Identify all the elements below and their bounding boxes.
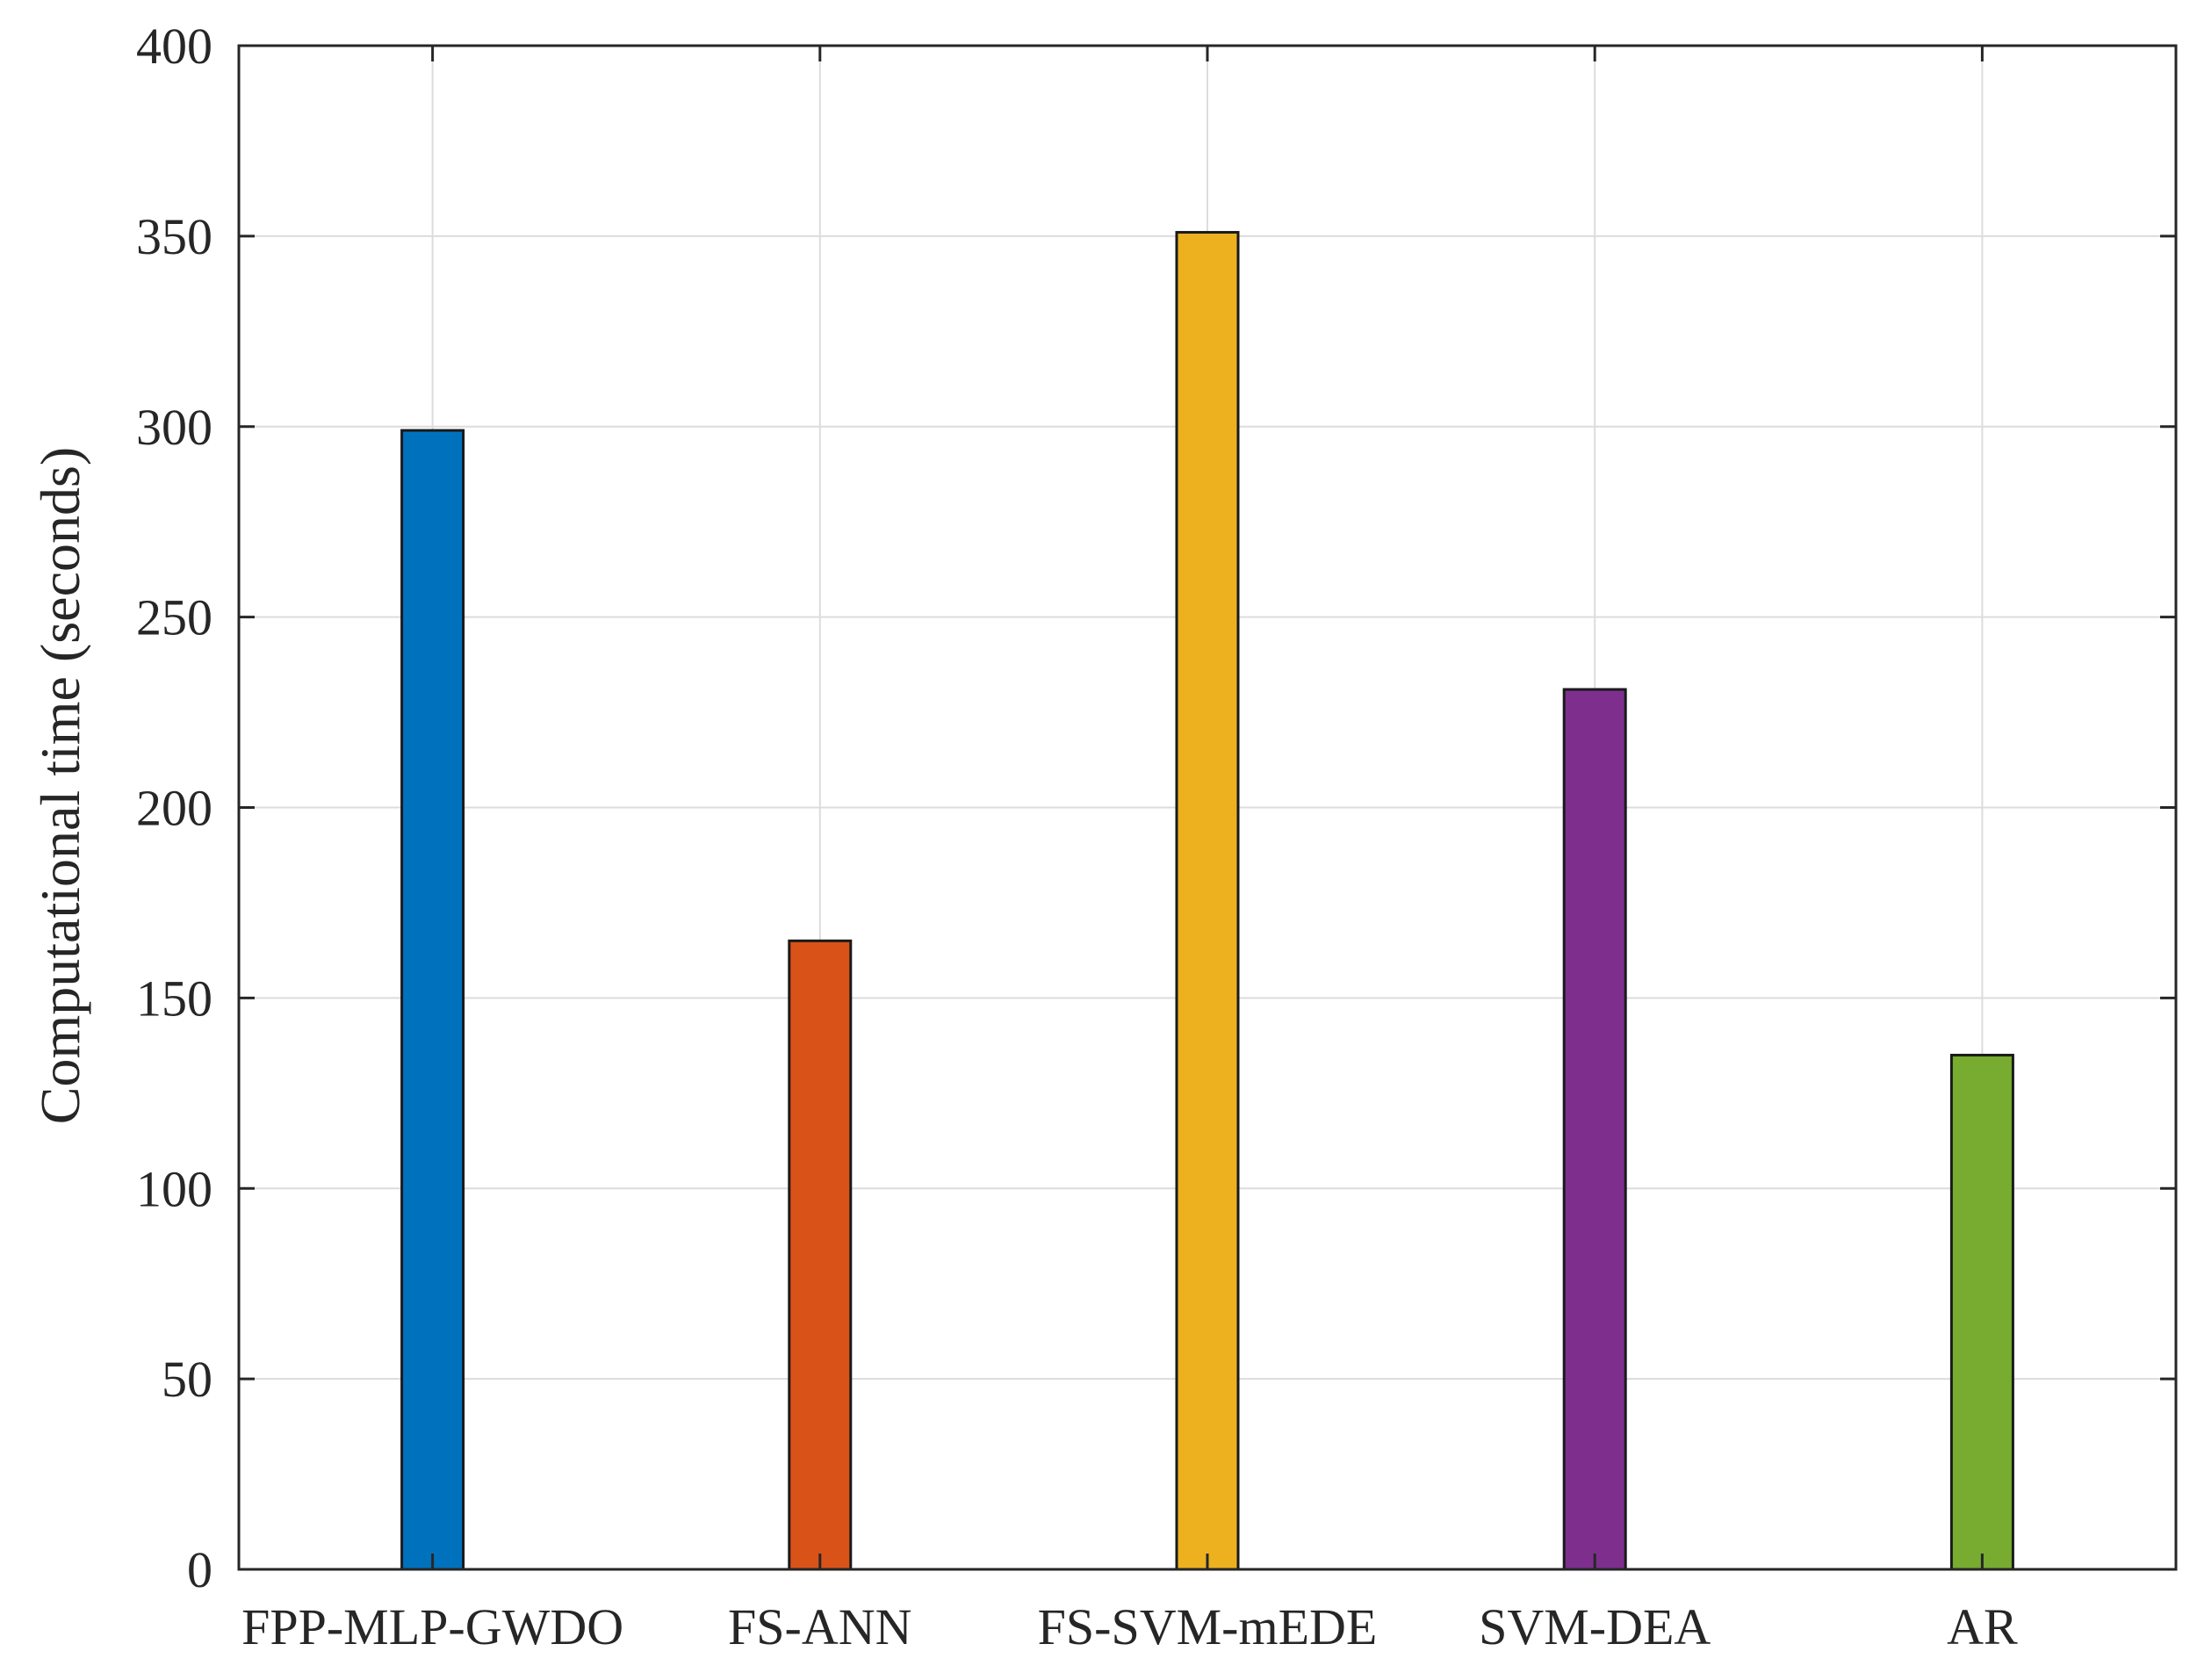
x-tick-label: FS-ANN (728, 1598, 912, 1655)
y-tick-label: 300 (136, 399, 212, 456)
bar-ar (1949, 1053, 2014, 1571)
y-tick-label: 100 (136, 1160, 212, 1217)
y-tick-label: 250 (136, 589, 212, 646)
y-tick-label: 200 (136, 780, 212, 837)
y-tick-label: 400 (136, 18, 212, 75)
bar-fs-svm-mede (1175, 231, 1240, 1571)
y-tick-label: 350 (136, 208, 212, 265)
y-axis-label: Computational time (seconds) (29, 447, 91, 1124)
bar-fs-ann (788, 939, 853, 1571)
y-tick-label: 0 (187, 1541, 212, 1598)
axis-ticks (239, 44, 2176, 1571)
bars (400, 231, 2014, 1571)
x-tick-label: AR (1947, 1598, 2018, 1655)
x-tick-label: FPP-MLP-GWDO (241, 1598, 623, 1655)
y-tick-label: 50 (162, 1351, 212, 1408)
bar-svm-dea (1562, 688, 1627, 1571)
x-tick-label: SVM-DEA (1479, 1598, 1711, 1655)
tick-labels: 0 50 100 150 200 250 300 350 400 FPP-MLP-GWDO FS-A… (136, 18, 2018, 1655)
x-tick-label: FS-SVM-mEDE (1038, 1598, 1378, 1655)
bar-fpp-mlp-gwdo (400, 429, 465, 1571)
y-tick-label: 150 (136, 970, 212, 1027)
